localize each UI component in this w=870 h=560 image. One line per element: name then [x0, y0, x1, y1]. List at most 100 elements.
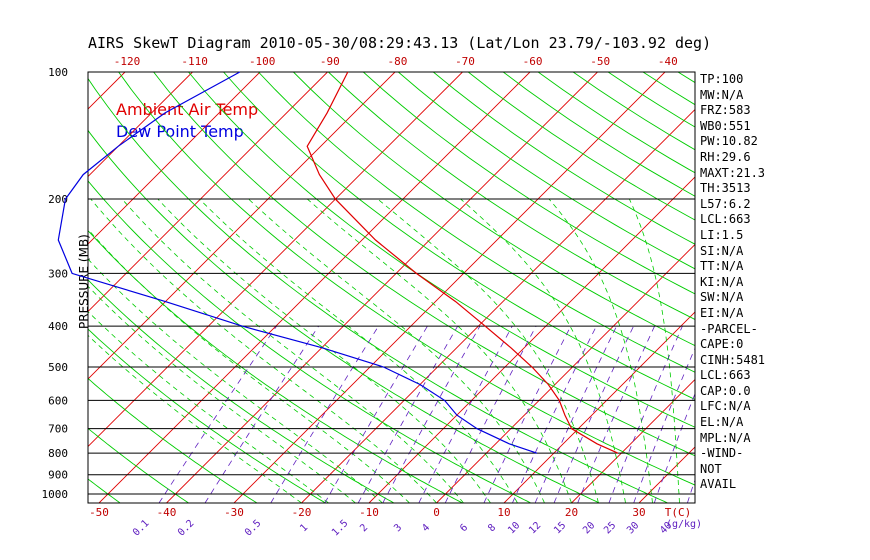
moist-adiabat-line — [307, 198, 572, 503]
moist-adiabat-line — [377, 198, 599, 503]
isotherm-line — [88, 72, 126, 110]
isotherm-line — [0, 72, 58, 503]
isotherm-line — [842, 72, 870, 503]
top-temp-tick-label: -40 — [658, 55, 678, 68]
top-temp-tick-label: -60 — [523, 55, 543, 68]
stats-panel: TP:100 MW:N/A FRZ:583 WB0:551 PW:10.82 RH:29.… — [700, 72, 765, 493]
pressure-tick-label: 700 — [48, 423, 68, 436]
dry-adiabat-line — [88, 180, 532, 503]
moist-adiabat-line — [157, 198, 491, 503]
pressure-tick-label: 400 — [48, 320, 68, 333]
dry-adiabat-line — [88, 328, 326, 503]
bottom-temp-tick-label: -30 — [224, 506, 244, 519]
isotherm-line — [166, 72, 598, 503]
stat-item: AVAIL — [700, 477, 737, 492]
mixing-ratio-line — [577, 325, 655, 503]
stat-item: MW:N/A — [700, 87, 744, 102]
top-temp-tick-label: -70 — [455, 55, 475, 68]
isotherm-line — [774, 72, 870, 503]
moist-adiabat-line — [88, 258, 383, 503]
top-temp-tick-label: -100 — [249, 55, 276, 68]
stat-item: SW:N/A — [700, 290, 744, 305]
mixing-ratio-line — [553, 325, 634, 503]
mixing-ratio-line — [158, 325, 277, 503]
pressure-tick-label: 800 — [48, 447, 68, 460]
dry-adiabat-line — [88, 229, 463, 503]
pressure-tick-label: 200 — [48, 193, 68, 206]
pressure-tick-label: 600 — [48, 394, 68, 407]
pressure-tick-label: 100 — [48, 66, 68, 79]
dry-adiabat-line — [88, 129, 600, 503]
stat-item: FRZ:583 — [700, 103, 751, 118]
dry-adiabat-line — [223, 72, 695, 400]
bottom-temp-tick-label: -10 — [359, 506, 379, 519]
bottom-temp-tick-label: -50 — [89, 506, 109, 519]
chart-title: AIRS SkewT Diagram 2010-05-30/08:29:43.1… — [88, 34, 712, 52]
top-temp-tick-label: -120 — [114, 55, 141, 68]
bottom-temp-tick-label: 0 — [433, 506, 440, 519]
mixing-ratio-line — [324, 325, 428, 503]
bottom-temp-tick-label: 30 — [632, 506, 645, 519]
isotherm-line — [301, 108, 695, 503]
dry-adiabat-line — [0, 72, 52, 503]
dry-adiabat-line — [88, 377, 258, 503]
stat-item: TT:N/A — [700, 259, 744, 274]
moist-adiabat-line — [88, 228, 410, 503]
stat-item: EL:N/A — [700, 415, 744, 430]
stat-item: LCL:663 — [700, 368, 751, 383]
mixing-ratio-label: 1 — [298, 522, 310, 534]
mixing-ratio-line — [418, 325, 513, 503]
legend-dew-point-temp: Dew Point Temp — [116, 122, 244, 141]
dry-adiabat-line — [153, 72, 695, 457]
mixing-ratio-line — [204, 325, 319, 503]
stat-item: TP:100 — [700, 72, 744, 86]
top-temp-tick-label: -80 — [387, 55, 407, 68]
stat-item: CAPE:0 — [700, 337, 744, 352]
isotherm-line — [436, 243, 695, 503]
air-temp-profile — [306, 71, 619, 454]
mixing-ratio-line — [444, 325, 537, 503]
mixing-ratio-label: 0.5 — [243, 518, 264, 539]
bottom-temp-tick-label: 10 — [497, 506, 510, 519]
dry-adiabat-line — [88, 478, 121, 503]
mixing-ratio-label: 12 — [527, 520, 543, 536]
isotherm-line — [88, 72, 328, 313]
pressure-tick-label: 300 — [48, 267, 68, 280]
isotherm-line — [503, 311, 695, 503]
pressure-tick-label: 500 — [48, 361, 68, 374]
top-temp-tick-label: -50 — [590, 55, 610, 68]
mixing-ratio-unit: (g/kg) — [666, 519, 702, 530]
stat-item: PW:10.82 — [700, 134, 758, 149]
mixing-ratio-label: 0.2 — [176, 518, 197, 539]
dry-adiabat-line — [467, 72, 695, 221]
stat-item: RH:29.6 — [700, 149, 751, 164]
plot-frame — [87, 71, 696, 504]
stat-item: L57:6.2 — [700, 196, 751, 211]
stat-item: LFC:N/A — [700, 399, 751, 414]
mixing-ratio-line — [357, 325, 459, 503]
stat-item: NOT — [700, 461, 722, 476]
mixing-ratio-line — [534, 325, 617, 503]
dry-adiabat-line — [88, 77, 668, 503]
stat-item: -WIND- — [700, 446, 744, 461]
isotherm-line — [88, 72, 396, 380]
mixing-ratio-label: 3 — [392, 522, 404, 534]
stat-item: CAP:0.0 — [700, 383, 751, 398]
temp-unit-label: T(C) — [665, 506, 692, 519]
mixing-ratio-label: 20 — [581, 520, 597, 536]
mixing-ratio-line — [512, 325, 597, 503]
mixing-ratio-label: 4 — [420, 522, 432, 534]
mixing-ratio-line — [633, 347, 695, 503]
mixing-ratio-line — [483, 325, 572, 503]
top-temp-tick-label: -90 — [320, 55, 340, 68]
stat-item: SI:N/A — [700, 243, 744, 258]
mixing-ratio-label: 25 — [602, 520, 618, 536]
pressure-tick-label: 1000 — [42, 488, 69, 501]
isotherm-line — [98, 72, 531, 503]
dry-adiabat-line — [398, 72, 695, 270]
moist-adiabat-line — [88, 334, 302, 503]
stat-item: LCL:663 — [700, 212, 751, 227]
moist-adiabat-line — [199, 198, 518, 503]
top-temp-tick-label: -110 — [181, 55, 208, 68]
isotherm-line — [88, 72, 463, 448]
